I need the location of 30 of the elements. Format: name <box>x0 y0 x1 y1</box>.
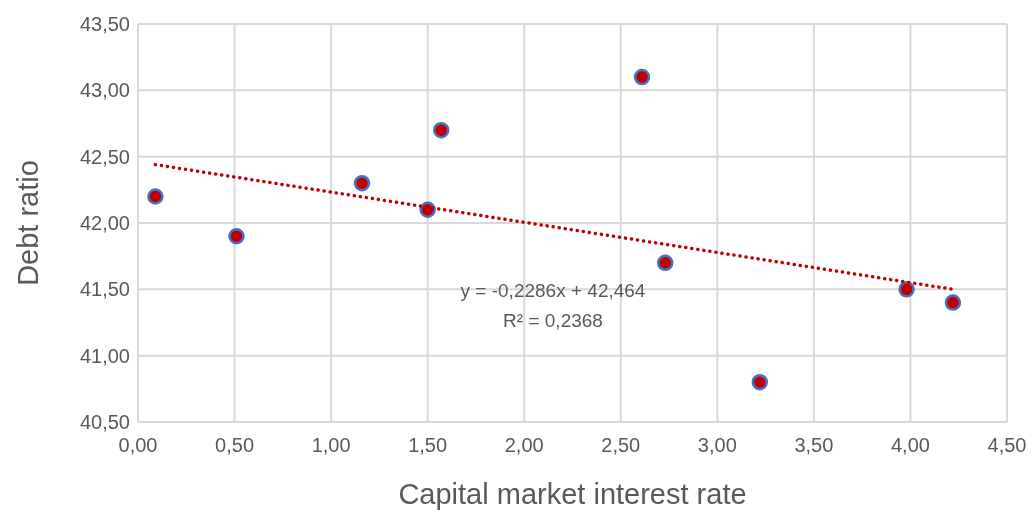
y-tick-label: 42,00 <box>79 212 130 235</box>
y-tick-label: 43,00 <box>79 79 130 102</box>
x-tick-label: 1,00 <box>311 434 351 457</box>
point <box>751 373 769 391</box>
x-tick-label: 4,50 <box>987 434 1027 457</box>
point <box>353 174 371 192</box>
y-tick-label: 42,50 <box>79 145 130 168</box>
point <box>944 294 962 311</box>
x-tick-label: 2,50 <box>601 434 641 457</box>
y-tick-label: 41,00 <box>79 344 130 367</box>
x-tick-label: 3,00 <box>697 434 737 457</box>
annotation: R² = 0,2368 <box>502 310 604 332</box>
x-tick-label: 1,50 <box>408 434 448 457</box>
annotation: y = -0,2286x + 42,464 <box>459 280 647 302</box>
point <box>898 281 915 298</box>
x-axis-title: Capital market interest rate <box>398 478 747 510</box>
point <box>432 121 450 139</box>
x-tick-label: 3,50 <box>794 434 834 457</box>
point <box>656 254 674 272</box>
y-tick-label: 41,50 <box>79 278 130 301</box>
point <box>633 68 651 86</box>
y-tick-label: 43,50 <box>79 13 130 36</box>
x-tick-label: 0,50 <box>215 434 255 457</box>
x-tick-label: 0,00 <box>118 434 158 457</box>
x-tick-label: 2,00 <box>504 434 544 457</box>
x-tick-label: 4,00 <box>890 434 930 457</box>
point <box>147 188 164 205</box>
y-axis-title: Debt ratio <box>12 160 45 286</box>
y-tick-label: 40,50 <box>79 411 130 434</box>
point <box>228 228 245 245</box>
